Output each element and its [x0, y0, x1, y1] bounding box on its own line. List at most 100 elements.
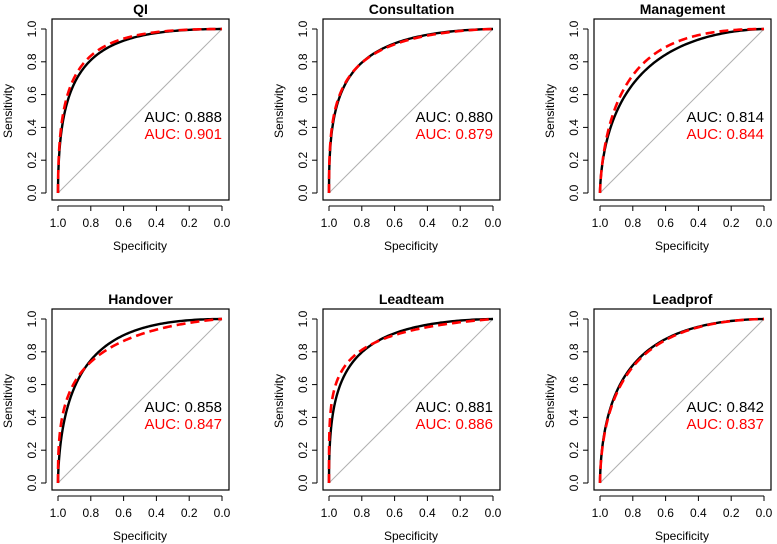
- y-tick-label: 1.0: [567, 20, 581, 37]
- auc-label: AUC: 0.842: [686, 399, 764, 416]
- x-tick-label: 0.6: [657, 506, 674, 520]
- y-tick-label: 0.4: [296, 409, 310, 426]
- x-tick-label: 0.6: [115, 506, 132, 520]
- y-tick-label: 0.0: [296, 474, 310, 491]
- x-tick-label: 1.0: [592, 506, 609, 520]
- x-tick-label: 0.8: [82, 506, 99, 520]
- x-tick-label: 0.0: [214, 216, 231, 230]
- plot-frame: [51, 18, 230, 201]
- chance-diagonal: [328, 318, 494, 484]
- x-tick-label: 0.4: [690, 216, 707, 230]
- x-tick-label: 0.4: [419, 506, 436, 520]
- y-tick-label: 0.4: [25, 119, 39, 136]
- roc-curve-red: [327, 27, 494, 193]
- auc-label: AUC: 0.847: [144, 416, 222, 433]
- auc-label: AUC: 0.814: [686, 109, 764, 126]
- plot-frame: [322, 18, 501, 201]
- x-axis-label: Specificity: [655, 239, 709, 253]
- roc-curve-red: [327, 317, 494, 483]
- x-tick-label: 0.6: [657, 216, 674, 230]
- panel-title: Leadteam: [379, 291, 444, 307]
- x-tick-label: 0.2: [723, 506, 740, 520]
- auc-label: AUC: 0.881: [415, 399, 493, 416]
- x-tick-label: 0.0: [485, 506, 502, 520]
- y-tick-label: 0.2: [25, 442, 39, 459]
- x-tick-label: 0.2: [181, 216, 198, 230]
- panel-title: Leadprof: [653, 291, 713, 307]
- auc-label: AUC: 0.837: [686, 416, 764, 433]
- x-tick-label: 0.6: [115, 216, 132, 230]
- x-tick-label: 0.4: [148, 506, 165, 520]
- chance-diagonal: [328, 28, 494, 194]
- x-axis-label: Specificity: [113, 529, 167, 543]
- plot-frame: [51, 308, 230, 491]
- y-axis-label: Sensitivity: [1, 84, 15, 138]
- x-tick-label: 0.2: [181, 506, 198, 520]
- auc-label: AUC: 0.858: [144, 399, 222, 416]
- y-tick-label: 0.8: [567, 53, 581, 70]
- y-tick-label: 0.0: [296, 184, 310, 201]
- x-tick-label: 0.0: [756, 216, 773, 230]
- x-axis-label: Specificity: [384, 529, 438, 543]
- x-tick-label: 1.0: [321, 216, 338, 230]
- x-tick-label: 0.4: [690, 506, 707, 520]
- auc-label: AUC: 0.886: [415, 416, 493, 433]
- roc-curve-red: [56, 317, 223, 483]
- x-tick-label: 0.8: [82, 216, 99, 230]
- x-tick-label: 1.0: [321, 506, 338, 520]
- chance-diagonal: [57, 318, 223, 484]
- y-tick-label: 0.0: [25, 184, 39, 201]
- x-tick-label: 0.0: [485, 216, 502, 230]
- roc-curve-red: [598, 317, 765, 483]
- plot-frame: [322, 308, 501, 491]
- x-tick-label: 0.8: [353, 506, 370, 520]
- auc-label: AUC: 0.901: [144, 126, 222, 143]
- y-tick-label: 0.8: [567, 343, 581, 360]
- chance-diagonal: [599, 318, 765, 484]
- roc-curve-red: [56, 27, 223, 193]
- plot-frame: [593, 308, 772, 491]
- x-tick-label: 0.8: [624, 506, 641, 520]
- y-tick-label: 0.6: [296, 376, 310, 393]
- panel-title: QI: [133, 1, 148, 17]
- y-axis-label: Sensitivity: [543, 84, 557, 138]
- x-tick-label: 1.0: [592, 216, 609, 230]
- y-tick-label: 0.4: [25, 409, 39, 426]
- auc-label: AUC: 0.844: [686, 126, 764, 143]
- y-axis-label: Sensitivity: [543, 374, 557, 428]
- y-tick-label: 0.0: [567, 474, 581, 491]
- y-tick-label: 0.2: [567, 152, 581, 169]
- x-tick-label: 0.6: [386, 506, 403, 520]
- y-axis-label: Sensitivity: [272, 374, 286, 428]
- y-tick-label: 0.2: [25, 152, 39, 169]
- y-tick-label: 0.4: [567, 119, 581, 136]
- x-tick-label: 0.8: [353, 216, 370, 230]
- auc-label: AUC: 0.880: [415, 109, 493, 126]
- x-tick-label: 0.8: [624, 216, 641, 230]
- chance-diagonal: [599, 28, 765, 194]
- y-tick-label: 0.6: [567, 86, 581, 103]
- y-tick-label: 1.0: [25, 20, 39, 37]
- panel-title: Handover: [108, 291, 173, 307]
- y-tick-label: 0.8: [296, 53, 310, 70]
- x-tick-label: 0.2: [452, 506, 469, 520]
- y-tick-label: 0.8: [25, 343, 39, 360]
- x-tick-label: 0.0: [214, 506, 231, 520]
- chance-diagonal: [57, 28, 223, 194]
- y-tick-label: 0.0: [25, 474, 39, 491]
- y-tick-label: 0.6: [25, 376, 39, 393]
- roc-curve-red: [598, 27, 765, 193]
- x-tick-label: 0.0: [756, 506, 773, 520]
- y-tick-label: 0.0: [567, 184, 581, 201]
- x-axis-label: Specificity: [655, 529, 709, 543]
- panel-title: Consultation: [369, 1, 455, 17]
- y-tick-label: 0.2: [296, 152, 310, 169]
- y-tick-label: 1.0: [296, 310, 310, 327]
- y-tick-label: 0.6: [25, 86, 39, 103]
- y-tick-label: 0.8: [296, 343, 310, 360]
